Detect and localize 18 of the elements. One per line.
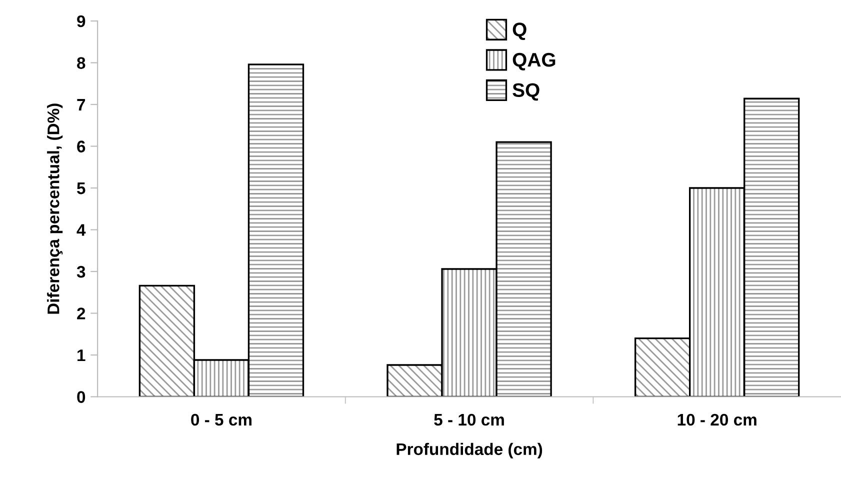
legend-label: SQ (512, 83, 540, 101)
y-tick-label: 7 (77, 99, 86, 111)
y-tick-label: 8 (77, 57, 86, 69)
y-tick-label: 5 (76, 182, 86, 194)
y-tick-label: 3 (76, 266, 86, 278)
y-tick-label: 1 (78, 350, 86, 362)
x-axis-title: Profundidade (cm) (396, 442, 542, 458)
x-tick-label: 0 - 5 cm (191, 414, 252, 426)
legend-label: Q (512, 22, 526, 40)
x-tick-label: 10 - 20 cm (678, 414, 756, 426)
y-tick-label: 0 (77, 391, 86, 403)
y-tick-label: 4 (76, 224, 86, 236)
y-tick-label: 2 (77, 308, 86, 320)
x-tick-label: 5 - 10 cm (434, 414, 504, 426)
y-tick-label: 9 (77, 15, 86, 28)
y-tick-label: 6 (77, 140, 86, 152)
y-axis-title: Diferença percentual, (D%) (47, 104, 63, 314)
legend-label: QAG (512, 52, 556, 70)
